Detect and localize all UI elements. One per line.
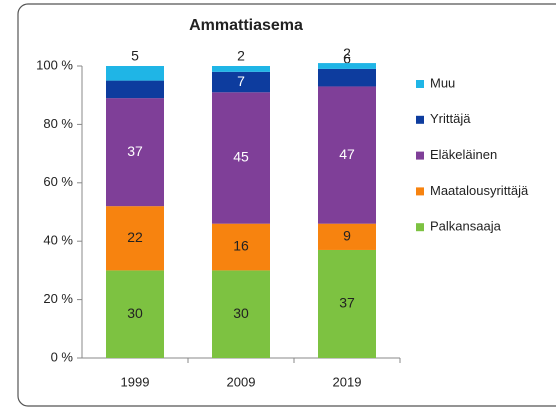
bar-segment: [212, 223, 270, 271]
bar-segment: [106, 98, 164, 207]
data-label: 9: [343, 228, 351, 244]
bar-segment: [106, 270, 164, 358]
bar-segment: [318, 68, 376, 87]
legend-swatch: [416, 151, 424, 160]
data-label: 2: [237, 48, 245, 64]
chart-border: [17, 3, 556, 407]
bar-segment: [106, 80, 164, 99]
x-tick-label: 2009: [227, 374, 256, 389]
data-label: 2: [343, 45, 351, 61]
bar-segment: [212, 270, 270, 358]
data-label: 30: [127, 305, 143, 321]
data-label: 30: [233, 305, 249, 321]
bar-segment: [212, 71, 270, 93]
y-tick-label: 40 %: [43, 233, 73, 248]
legend-label: Palkansaaja: [430, 219, 502, 234]
bar-segment: [212, 66, 270, 72]
bar-segment: [318, 223, 376, 250]
data-label: 45: [233, 149, 249, 165]
data-label: 37: [339, 295, 355, 311]
legend-label: Yrittäjä: [430, 111, 471, 126]
legend-swatch: [416, 223, 424, 232]
data-label: 22: [127, 229, 143, 245]
data-label: 5: [131, 48, 139, 64]
bar-segment: [318, 86, 376, 224]
y-tick-label: 100 %: [36, 57, 73, 72]
legend-swatch: [416, 187, 424, 196]
bar-segment: [106, 66, 164, 81]
data-label: 37: [127, 143, 143, 159]
bar-segment: [106, 206, 164, 271]
legend-label: Maatalousyrittäjä: [430, 183, 529, 198]
data-label: 7: [237, 73, 245, 89]
bar-segment: [212, 92, 270, 224]
y-tick-label: 80 %: [43, 116, 73, 131]
legend-swatch: [416, 80, 424, 88]
legend-label: Eläkeläinen: [430, 147, 497, 162]
y-tick-label: 60 %: [43, 174, 73, 189]
x-tick-label: 2019: [333, 374, 362, 389]
data-label: 47: [339, 146, 355, 162]
data-label: 6: [343, 51, 351, 67]
y-tick-label: 20 %: [43, 291, 73, 306]
bar-segment: [318, 63, 376, 69]
legend-label: Muu: [430, 75, 455, 90]
bar-segment: [318, 249, 376, 358]
chart-title: Ammattiasema: [189, 17, 303, 34]
legend-swatch: [416, 115, 424, 124]
data-label: 16: [233, 238, 249, 254]
y-tick-label: 0 %: [51, 349, 74, 364]
x-tick-label: 1999: [121, 374, 150, 389]
